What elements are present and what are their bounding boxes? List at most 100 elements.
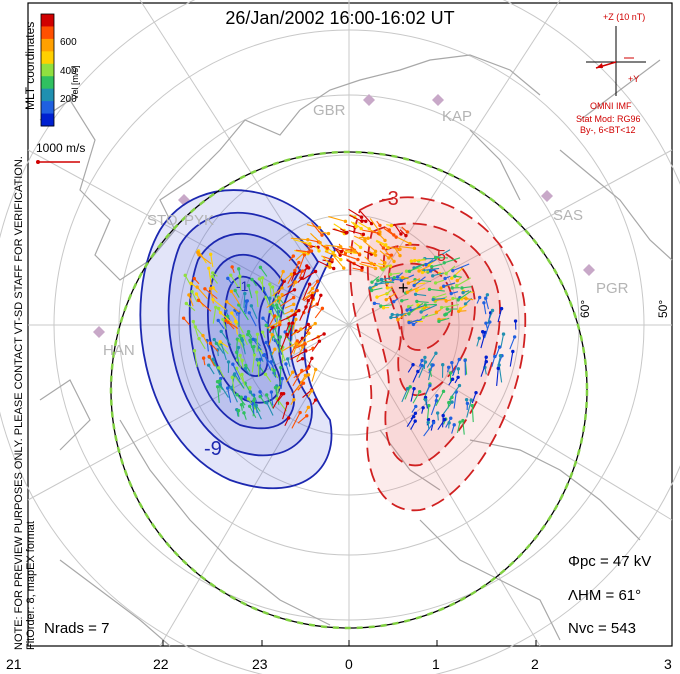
color-bar-segment — [41, 26, 54, 40]
vector-origin — [320, 233, 324, 237]
vector-origin — [389, 315, 393, 320]
velocity-vector — [185, 303, 196, 312]
vector-origin — [242, 411, 246, 415]
vector-origin — [408, 241, 412, 246]
velocity-vector — [306, 224, 320, 229]
fit-order-note: FitOrder: 8, mapEX format — [25, 521, 37, 650]
vector-origin — [404, 269, 409, 273]
velocity-vector — [249, 406, 257, 419]
vector-origin — [450, 286, 454, 290]
velocity-vector — [376, 239, 387, 246]
velocity-vector — [230, 291, 241, 305]
velocity-vector — [307, 297, 314, 314]
vector-origin — [225, 386, 230, 390]
vector-origin — [291, 254, 296, 258]
vector-origin — [300, 368, 304, 373]
vector-origin — [455, 284, 459, 288]
velocity-vector — [218, 367, 225, 378]
vector-origin — [313, 398, 318, 402]
vector-origin — [304, 349, 308, 353]
vector-origin — [254, 403, 258, 408]
velocity-vector — [431, 263, 443, 268]
velocity-vector — [268, 334, 273, 346]
vector-origin — [421, 315, 425, 320]
vector-origin — [210, 274, 215, 279]
vector-origin — [360, 265, 364, 270]
velocity-vector — [230, 274, 240, 289]
velocity-vector — [286, 322, 294, 339]
vector-origin — [269, 390, 274, 394]
velocity-vector — [303, 290, 318, 302]
vector-origin — [290, 321, 295, 325]
color-tick-600: 600 — [60, 37, 77, 48]
velocity-vector — [236, 352, 240, 366]
vector-origin — [295, 342, 299, 346]
vector-origin — [513, 319, 518, 323]
velocity-vector — [301, 241, 312, 248]
velocity-vector — [291, 325, 294, 341]
vector-origin — [236, 408, 241, 413]
vector-origin — [282, 279, 286, 283]
vector-origin — [311, 291, 315, 295]
vector-origin — [261, 316, 265, 320]
vector-origin — [304, 305, 308, 309]
vector-origin — [463, 358, 467, 363]
vector-origin — [264, 323, 268, 328]
vector-origin — [441, 389, 446, 394]
vector-origin — [229, 385, 233, 390]
vector-origin — [458, 307, 463, 311]
vector-origin — [260, 276, 265, 280]
vector-origin — [427, 287, 432, 292]
velocity-vector — [292, 370, 303, 387]
vector-origin — [258, 394, 262, 399]
vector-origin — [461, 418, 465, 423]
vector-origin — [230, 375, 234, 380]
vector-origin — [499, 306, 504, 311]
vector-origin — [465, 401, 470, 406]
vector-origin — [270, 285, 275, 289]
vector-origin — [442, 417, 447, 422]
vector-origin — [442, 284, 446, 288]
vector-origin — [238, 353, 242, 358]
vector-origin — [392, 299, 396, 304]
vector-origin — [359, 215, 364, 219]
vector-origin — [381, 246, 386, 250]
velocity-vector — [290, 350, 307, 360]
vector-origin — [332, 266, 336, 271]
vector-origin — [415, 299, 419, 304]
vector-origin — [431, 274, 435, 278]
radar-label-kap: KAP — [442, 108, 473, 125]
vector-origin — [211, 297, 215, 302]
color-bar-segment — [41, 76, 54, 90]
velocity-vector — [441, 304, 460, 309]
cross-polar-potential: Φpc = 47 kV — [568, 553, 652, 570]
vector-origin — [184, 301, 189, 306]
vector-origin — [237, 267, 241, 271]
velocity-vector — [407, 286, 420, 293]
vector-origin — [252, 353, 257, 357]
mlt-label-2: 2 — [531, 656, 539, 672]
velocity-vector — [290, 237, 308, 241]
vector-origin — [243, 291, 247, 296]
vector-origin — [208, 341, 213, 346]
vector-origin — [449, 291, 453, 296]
velocity-vector — [212, 299, 227, 311]
vector-origin — [224, 308, 228, 313]
velocity-vector — [259, 267, 268, 277]
vector-origin — [197, 336, 201, 341]
vector-origin — [215, 385, 220, 389]
velocity-vector — [310, 232, 321, 244]
vector-origin — [511, 349, 515, 354]
velocity-vector — [281, 289, 295, 298]
vector-origin — [358, 245, 363, 250]
velocity-vector — [245, 300, 248, 315]
vector-origin — [298, 410, 302, 415]
vector-origin — [263, 372, 268, 377]
velocity-vector — [346, 259, 363, 269]
vector-origin — [356, 257, 360, 262]
vector-origin — [183, 273, 187, 278]
velocity-vector — [206, 340, 209, 352]
vector-origin — [297, 260, 301, 265]
vector-origin — [387, 256, 391, 260]
vector-origin — [241, 334, 246, 338]
